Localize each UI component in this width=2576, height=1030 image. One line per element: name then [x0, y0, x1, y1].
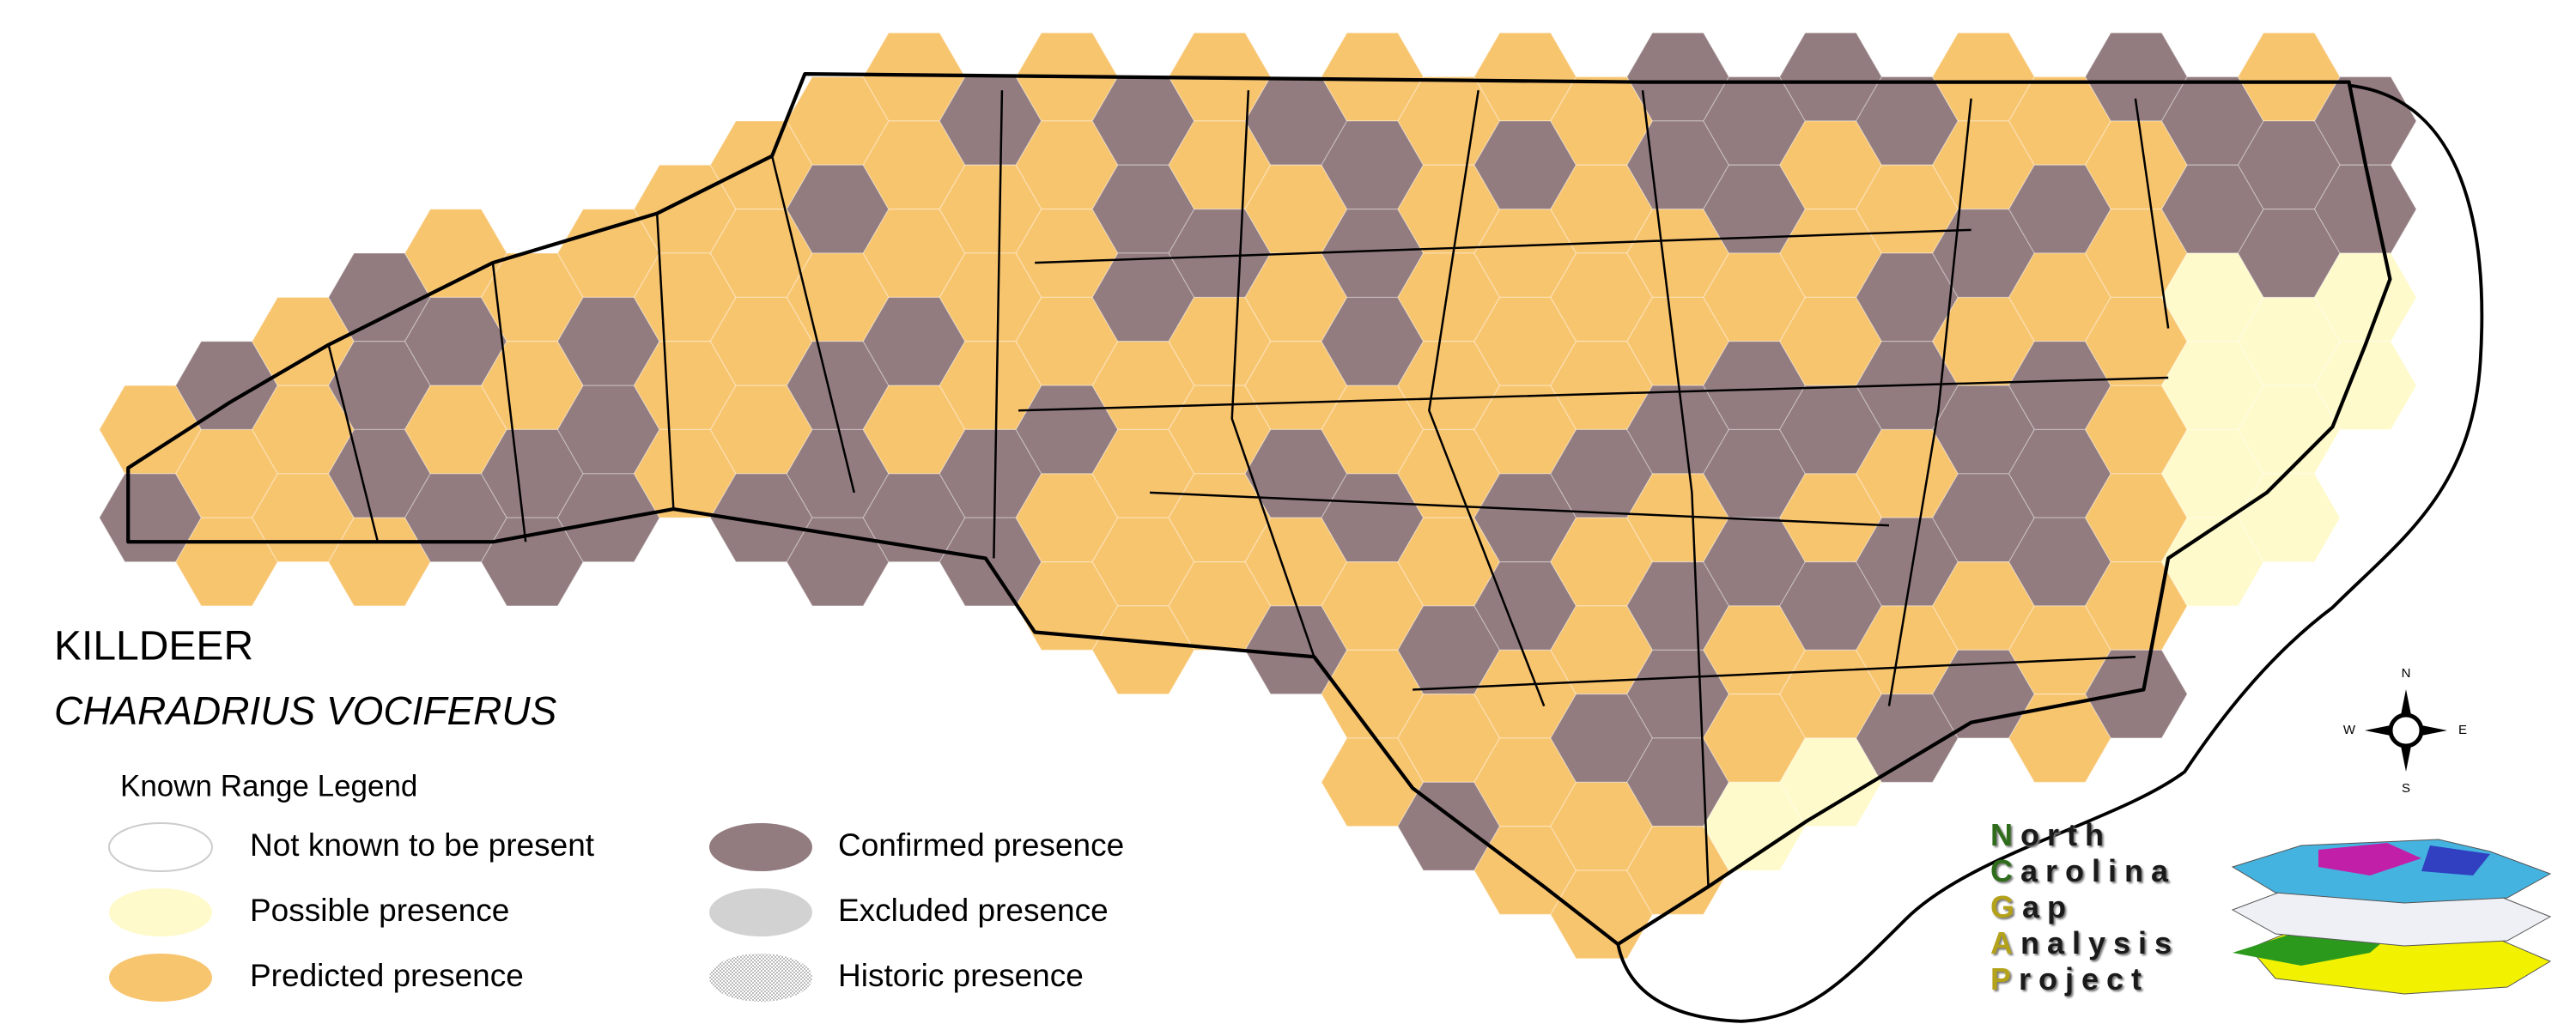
legend-title: Known Range Legend — [120, 769, 417, 803]
compass-ring — [2388, 712, 2424, 748]
legend-label: Confirmed presence — [838, 827, 1124, 863]
legend-swatch — [109, 888, 212, 936]
species-common-name: KILLDEER — [54, 624, 253, 670]
legend-swatch — [709, 954, 812, 1002]
county-line — [327, 90, 2170, 888]
logo-graphic — [2231, 839, 2552, 995]
logo-word: North — [1990, 817, 2111, 852]
logo-word: Analysis — [1990, 925, 2180, 960]
legend-label: Predicted presence — [250, 958, 524, 993]
logo-text: North Carolina Gap Analysis Project — [1990, 817, 2179, 997]
legend-label: Historic presence — [838, 958, 1084, 993]
legend-label: Excluded presence — [838, 893, 1109, 928]
legend-swatch — [709, 888, 812, 936]
compass-w: W — [2343, 723, 2356, 737]
compass: N S E W — [2343, 666, 2467, 796]
compass-s: S — [2402, 781, 2410, 796]
logo-word: Gap — [1990, 889, 2075, 924]
compass-e: E — [2458, 723, 2467, 737]
legend-label: Possible presence — [250, 893, 509, 928]
legend-label: Not known to be present — [250, 827, 595, 863]
legend-swatch — [109, 954, 212, 1002]
offshore-boundary — [1616, 83, 2484, 1023]
logo-word: Carolina — [1990, 853, 2177, 888]
range-hex — [2084, 649, 2188, 739]
legend: Not known to be present Possible presence… — [108, 822, 1124, 1002]
county-lines — [327, 90, 2170, 888]
legend-swatch — [709, 823, 812, 871]
state-map — [99, 32, 2484, 1023]
species-scientific-name: CHARADRIUS VOCIFERUS — [54, 688, 557, 733]
logo-word: Project — [1990, 961, 2150, 997]
legend-swatch — [108, 822, 213, 872]
compass-n: N — [2402, 666, 2411, 681]
state-outline — [126, 71, 2392, 947]
